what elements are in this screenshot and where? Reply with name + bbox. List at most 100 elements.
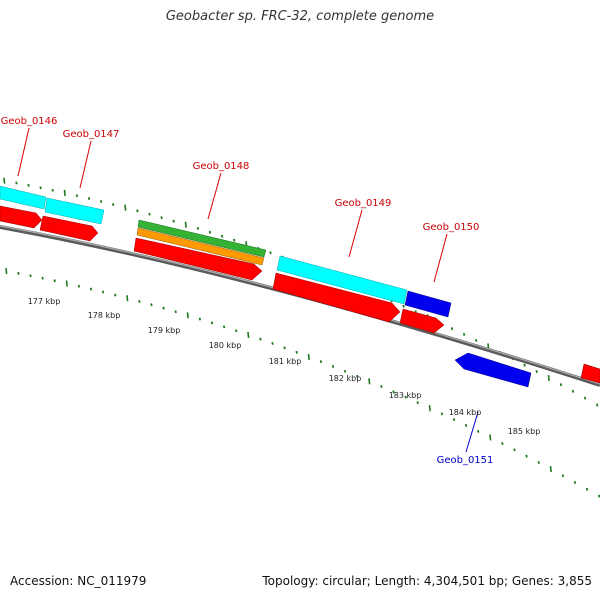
- scale-label-180: 180 kbp: [209, 341, 242, 350]
- minor-tick: [99, 200, 103, 203]
- label-geob-0149[interactable]: Geob_0149: [335, 198, 392, 209]
- minor-tick: [17, 271, 20, 275]
- label-geob-0147[interactable]: Geob_0147: [63, 129, 120, 140]
- gene-geob-0146-red[interactable]: [0, 205, 43, 229]
- minor-tick: [598, 494, 600, 498]
- gene-geob-0150-blue[interactable]: [404, 290, 452, 318]
- gene-geob-0150-red[interactable]: [399, 308, 445, 334]
- minor-tick: [462, 333, 466, 336]
- minor-tick: [160, 216, 163, 220]
- minor-tick: [501, 442, 504, 446]
- minor-tick: [319, 360, 323, 364]
- minor-tick: [440, 412, 444, 416]
- minor-tick: [513, 448, 516, 452]
- scale-label-184: 184 kbp: [449, 408, 482, 417]
- gene-partial-red[interactable]: [580, 363, 600, 384]
- major-tick: [184, 221, 187, 228]
- major-tick: [489, 434, 492, 441]
- accession-label: Accession: NC_011979: [10, 574, 147, 588]
- minor-tick: [174, 310, 177, 314]
- minor-tick: [271, 341, 274, 345]
- lower-tick-row: [5, 268, 600, 498]
- major-tick: [3, 177, 6, 184]
- major-tick: [247, 331, 250, 339]
- minor-tick: [222, 325, 226, 329]
- minor-tick: [138, 299, 141, 303]
- minor-tick: [356, 374, 359, 378]
- minor-tick: [210, 321, 214, 325]
- minor-tick: [53, 279, 56, 283]
- minor-tick: [331, 364, 335, 368]
- leader-geob-0146: [17, 127, 30, 177]
- major-tick: [186, 312, 189, 319]
- minor-tick: [343, 369, 347, 373]
- minor-tick: [208, 230, 212, 234]
- scale-label-179: 179 kbp: [148, 326, 181, 335]
- minor-tick: [525, 454, 528, 458]
- minor-tick: [380, 385, 383, 388]
- gene-geob-0148-red[interactable]: [133, 237, 263, 281]
- minor-tick: [475, 338, 478, 342]
- minor-tick: [196, 226, 200, 230]
- gene-geob-0151-blue[interactable]: [454, 352, 532, 388]
- major-tick: [126, 295, 129, 302]
- major-tick: [307, 353, 310, 361]
- minor-tick: [452, 418, 456, 422]
- major-tick: [65, 280, 68, 287]
- major-tick: [368, 378, 371, 385]
- label-geob-0150[interactable]: Geob_0150: [423, 222, 480, 233]
- gene-geob-0146-cyan[interactable]: [0, 185, 47, 210]
- minor-tick: [220, 234, 224, 238]
- minor-tick: [561, 474, 565, 478]
- minor-tick: [89, 287, 93, 291]
- minor-tick: [162, 306, 165, 310]
- minor-tick: [101, 290, 105, 294]
- label-geob-0146[interactable]: Geob_0146: [1, 116, 58, 127]
- label-geob-0151[interactable]: Geob_0151: [437, 455, 494, 466]
- major-tick: [428, 405, 431, 412]
- major-tick: [63, 189, 66, 197]
- minor-tick: [51, 188, 54, 192]
- minor-tick: [114, 293, 117, 297]
- minor-tick: [27, 183, 30, 187]
- major-tick: [549, 466, 552, 473]
- minor-tick: [29, 274, 32, 278]
- minor-tick: [523, 363, 526, 367]
- minor-tick: [233, 238, 236, 242]
- leader-geob-0150: [433, 233, 448, 283]
- gene-geob-0147-cyan[interactable]: [44, 197, 105, 225]
- minor-tick: [259, 337, 262, 341]
- gene-geob-0148-orange[interactable]: [136, 227, 265, 266]
- major-tick: [547, 374, 550, 382]
- minor-tick: [77, 284, 81, 288]
- major-tick: [5, 268, 8, 275]
- minor-tick: [404, 395, 407, 399]
- minor-tick: [464, 423, 468, 427]
- leader-geob-0151: [465, 411, 479, 453]
- gene-geob-0147-red[interactable]: [39, 215, 99, 242]
- minor-tick: [573, 480, 577, 484]
- minor-tick: [392, 390, 395, 394]
- minor-tick: [477, 429, 480, 433]
- gene-geob-0149-cyan[interactable]: [276, 255, 408, 305]
- scale-label-177: 177 kbp: [28, 297, 61, 306]
- minor-tick: [585, 487, 589, 491]
- label-geob-0148[interactable]: Geob_0148: [193, 161, 250, 172]
- minor-tick: [15, 181, 18, 185]
- gene-geob-0148-green[interactable]: [137, 219, 267, 258]
- minor-tick: [41, 276, 44, 280]
- minor-tick: [112, 203, 115, 206]
- leader-geob-0148: [207, 172, 222, 220]
- map-title: Geobacter sp. FRC-32, complete genome: [165, 9, 435, 24]
- minor-tick: [283, 346, 286, 350]
- minor-tick: [295, 350, 298, 354]
- gene-geob-0149-red[interactable]: [272, 272, 401, 323]
- minor-tick: [596, 403, 599, 407]
- major-tick: [124, 204, 127, 211]
- minor-tick: [172, 219, 175, 223]
- minor-tick: [583, 396, 587, 400]
- scale-label-182: 182 kbp: [329, 374, 362, 383]
- minor-tick: [87, 197, 91, 201]
